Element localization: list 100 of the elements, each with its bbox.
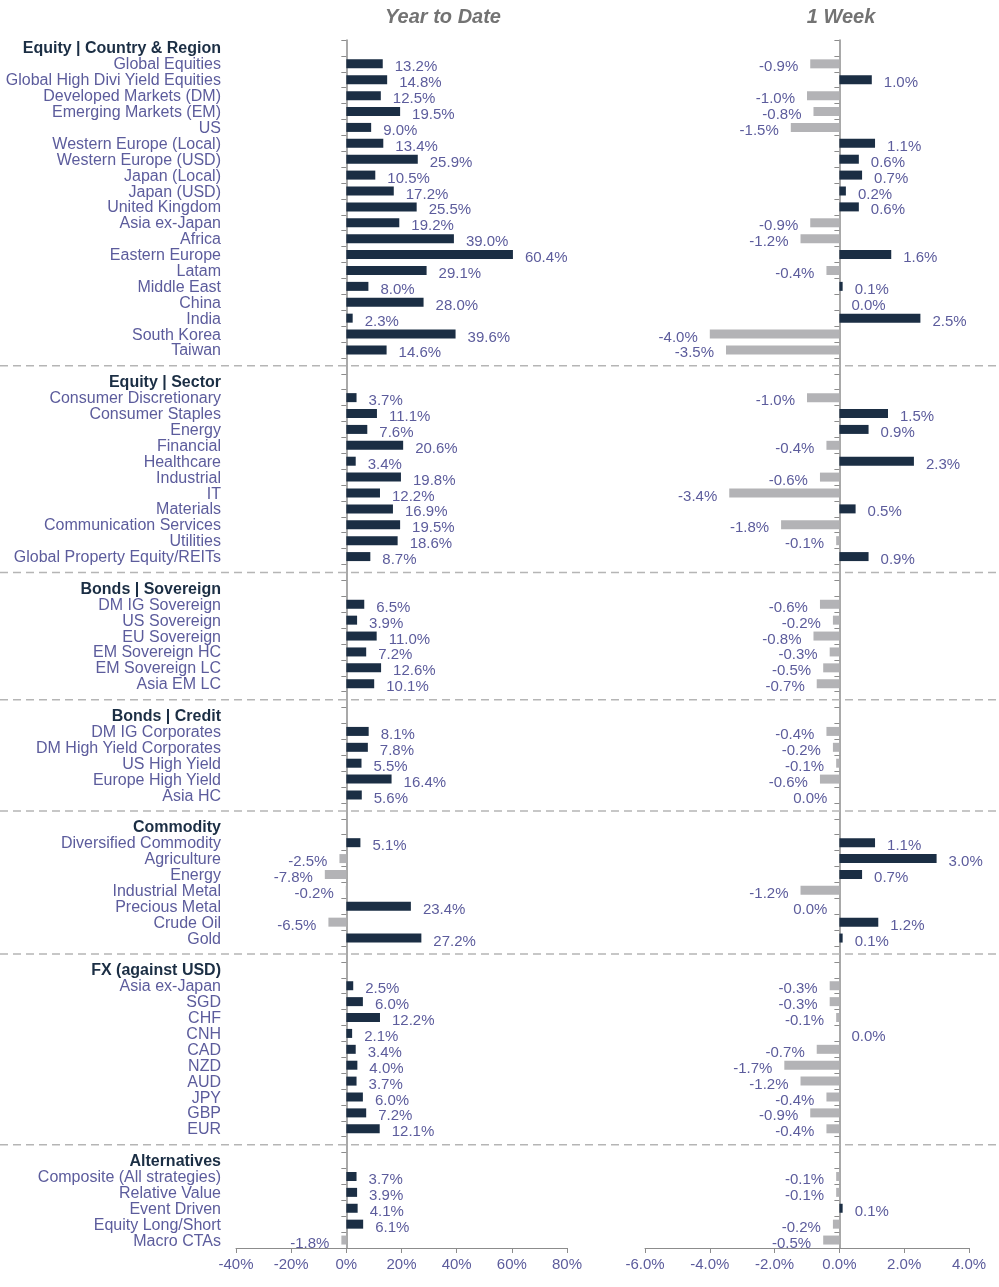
data-label: 39.0%: [465, 232, 509, 250]
data-label: -0.2%: [294, 883, 334, 901]
data-label: 14.6%: [398, 343, 442, 361]
data-label: 0.6%: [870, 152, 906, 170]
data-label: -1.8%: [290, 1233, 330, 1251]
y-tick-label: Taiwan: [171, 341, 221, 359]
y-tick-label: Africa: [180, 230, 222, 248]
bar: [832, 1219, 840, 1229]
bar: [346, 1108, 367, 1118]
data-label: 17.2%: [405, 184, 449, 202]
bar: [346, 726, 369, 736]
data-label: -1.2%: [749, 1074, 789, 1092]
bar: [346, 393, 357, 403]
x-tick-label: 4.0%: [951, 1255, 987, 1272]
y-tick-label: Middle East: [137, 277, 222, 295]
bar: [346, 758, 362, 768]
x-tick-label: -2.0%: [755, 1255, 795, 1272]
data-label: 19.5%: [412, 105, 455, 123]
bar: [346, 329, 456, 339]
x-tick-label: -6.0%: [625, 1255, 665, 1272]
data-label: 1.5%: [900, 407, 935, 425]
bar: [324, 869, 347, 879]
bar: [346, 424, 368, 434]
bar: [346, 520, 401, 530]
data-label: 8.1%: [380, 724, 415, 742]
y-tick-label: CHF: [188, 1009, 222, 1027]
data-label: -0.4%: [775, 1090, 815, 1108]
bar: [346, 488, 380, 498]
bar: [800, 234, 840, 244]
y-tick-label: Equity | Sector: [108, 373, 221, 391]
data-label: 3.7%: [368, 1074, 403, 1092]
data-label: 0.7%: [874, 168, 909, 186]
bar: [328, 917, 347, 927]
bar: [826, 440, 840, 450]
data-label: 1.1%: [887, 136, 922, 154]
bar: [709, 329, 840, 339]
data-label: -1.2%: [749, 883, 789, 901]
y-tick-label: Asia ex-Japan: [119, 214, 221, 232]
x-tick-label: 2.0%: [887, 1255, 922, 1272]
data-label: 7.6%: [379, 422, 414, 440]
data-label: 12.5%: [392, 89, 436, 107]
data-label: 2.1%: [364, 1026, 399, 1044]
bar: [807, 91, 840, 101]
data-label: -0.7%: [765, 1042, 805, 1060]
data-label: 0.6%: [870, 200, 906, 218]
y-tick-label: Asia EM LC: [136, 675, 221, 693]
bar: [346, 1219, 364, 1229]
data-label: -0.9%: [759, 1106, 799, 1124]
bar: [819, 472, 840, 482]
bar: [826, 265, 840, 275]
data-label: 7.8%: [379, 740, 415, 758]
data-label: -0.5%: [772, 661, 812, 679]
bar: [346, 1187, 358, 1197]
bar: [832, 615, 840, 625]
data-label: -1.8%: [729, 518, 770, 536]
data-label: 12.2%: [391, 486, 435, 504]
data-label: 0.1%: [854, 931, 889, 949]
data-label: 6.0%: [374, 1090, 410, 1108]
data-label: -3.5%: [674, 343, 714, 361]
data-label: -0.5%: [772, 1233, 812, 1251]
bar: [346, 901, 411, 911]
data-label: -0.1%: [784, 534, 825, 552]
data-label: 3.0%: [948, 852, 983, 870]
bar: [346, 186, 394, 196]
y-tick-label: Developed Markets (DM): [43, 87, 221, 105]
bar: [346, 313, 353, 323]
bar: [729, 488, 840, 498]
bar: [346, 472, 401, 482]
bar: [839, 456, 914, 466]
bar: [839, 1203, 843, 1213]
bar: [339, 854, 347, 864]
y-tick-label: Diversified Commodity: [60, 834, 221, 852]
data-label: 5.5%: [373, 756, 408, 774]
y-tick-label: Consumer Discretionary: [49, 389, 221, 407]
bar: [839, 838, 876, 848]
data-label: 2.3%: [925, 454, 961, 472]
data-label: -0.6%: [768, 470, 808, 488]
x-tick-label: 40%: [441, 1255, 472, 1272]
y-tick-label: Alternatives: [129, 1152, 222, 1170]
bar: [346, 536, 398, 546]
data-label: 2.5%: [365, 979, 400, 997]
data-label: -0.2%: [781, 740, 821, 758]
y-tick-label: Energy: [170, 865, 221, 883]
data-label: 11.1%: [388, 407, 431, 425]
data-label: 0.0%: [851, 1026, 886, 1044]
y-tick-label: Materials: [156, 500, 221, 518]
data-label: -6.5%: [277, 915, 317, 933]
data-label: 2.3%: [364, 311, 399, 329]
data-label: 25.9%: [429, 152, 473, 170]
bar: [839, 75, 872, 85]
bar: [346, 297, 424, 307]
y-tick-label: JPY: [191, 1088, 222, 1106]
data-label: 12.6%: [393, 661, 436, 679]
bar: [346, 107, 401, 117]
data-label: -0.4%: [775, 1122, 815, 1140]
data-label: 11.0%: [388, 629, 431, 647]
bar: [813, 631, 840, 641]
bar: [836, 758, 840, 768]
bar: [346, 250, 513, 260]
data-label: 3.4%: [367, 454, 402, 472]
